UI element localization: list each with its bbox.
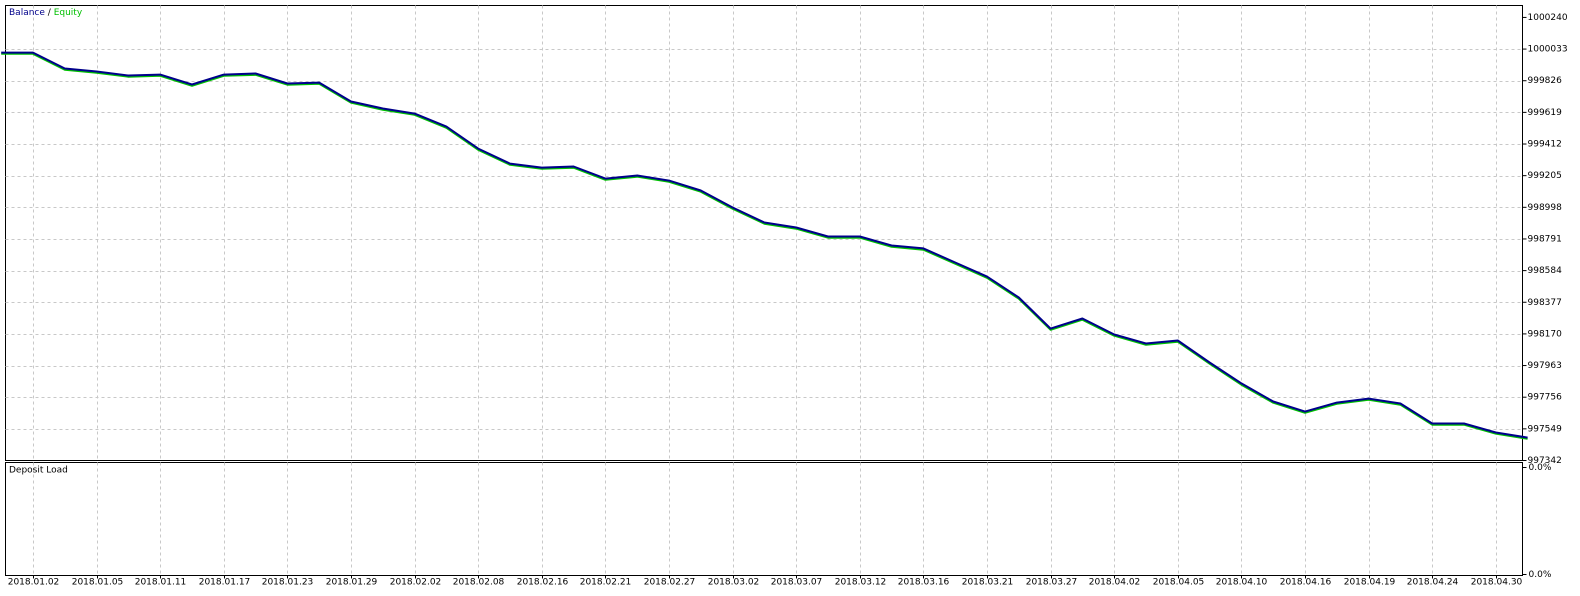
x-tick-label: 2018.04.30	[1471, 578, 1523, 588]
main-panel	[5, 5, 1523, 461]
y-tick-label: 999619	[1528, 108, 1563, 118]
x-tick-label: 2018.03.21	[962, 578, 1014, 588]
y-tick-label: 1000240	[1528, 13, 1568, 23]
lines	[1, 51, 1528, 440]
x-tick-label: 2018.02.16	[517, 578, 569, 588]
x-tick-label: 2018.04.19	[1344, 578, 1396, 588]
x-tick-label: 2018.03.12	[835, 578, 887, 588]
series-line	[1, 51, 1528, 439]
legend-separator: /	[48, 8, 52, 18]
panel-title: Deposit Load	[9, 466, 68, 476]
y-tick-label: 0.0%	[1529, 570, 1552, 580]
x-tick-label: 2018.02.02	[390, 578, 442, 588]
legend: Balance / Equity	[9, 8, 83, 18]
y-tick-label: 998377	[1528, 298, 1562, 308]
x-tick-label: 2018.01.02	[8, 578, 60, 588]
x-tick-label: 2018.03.16	[898, 578, 950, 588]
y-tick-label: 997342	[1528, 456, 1562, 466]
x-tick-label: 2018.01.05	[72, 578, 124, 588]
y-tick-label: 1000033	[1528, 45, 1568, 55]
grid	[5, 5, 1527, 579]
x-tick-label: 2018.01.11	[135, 578, 187, 588]
y-tick-label: 997756	[1528, 393, 1563, 403]
y-tick-label: 999412	[1528, 140, 1562, 150]
y-tick-label: 998998	[1528, 203, 1563, 213]
y-tick-label: 998170	[1528, 329, 1563, 339]
y-tick-label: 0.0%	[1529, 463, 1552, 473]
x-tick-label: 2018.01.29	[326, 578, 378, 588]
x-tick-label: 2018.03.02	[708, 578, 760, 588]
x-tick-label: 2018.02.21	[580, 578, 632, 588]
labels: 1000240 1000033 999826 999619 999412 999205 99…	[8, 8, 1568, 588]
load-panel	[5, 462, 1523, 576]
x-tick-label: 2018.04.05	[1153, 578, 1205, 588]
x-tick-label: 2018.03.07	[771, 578, 823, 588]
y-tick-label: 999205	[1528, 171, 1562, 181]
legend-entry: Equity	[54, 8, 83, 18]
x-tick-label: 2018.03.27	[1026, 578, 1078, 588]
y-tick-label: 998584	[1528, 266, 1563, 276]
x-tick-label: 2018.04.16	[1280, 578, 1332, 588]
series-line	[1, 52, 1528, 440]
y-tick-label: 998791	[1528, 234, 1562, 244]
x-tick-label: 2018.01.23	[262, 578, 314, 588]
y-tick-label: 997963	[1528, 361, 1562, 371]
x-tick-label: 2018.02.27	[644, 578, 696, 588]
x-tick-label: 2018.04.24	[1407, 578, 1459, 588]
x-tick-label: 2018.02.08	[453, 578, 505, 588]
y-tick-label: 999826	[1528, 76, 1563, 86]
y-tick-label: 997549	[1528, 424, 1563, 434]
x-tick-label: 2018.04.10	[1216, 578, 1268, 588]
x-tick-label: 2018.01.17	[199, 578, 251, 588]
legend-entry: Balance	[9, 8, 45, 18]
x-tick-label: 2018.04.02	[1089, 578, 1141, 588]
